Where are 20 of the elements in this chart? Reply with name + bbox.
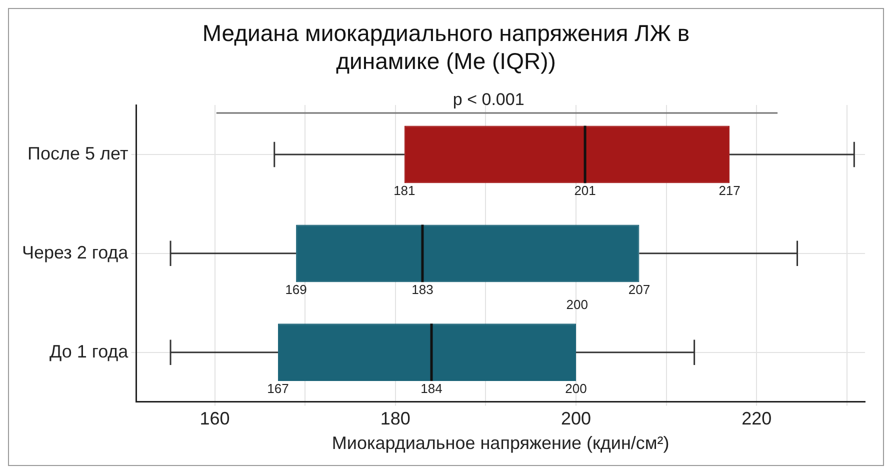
annotation: 184 <box>420 381 442 396</box>
annotation: 217 <box>718 183 740 198</box>
annotation: 207 <box>628 282 650 298</box>
annotation: 201 <box>574 183 596 198</box>
y-tick-label: До 1 года <box>49 341 130 362</box>
annotation: 167 <box>267 381 289 396</box>
x-tick-label: 180 <box>380 408 410 429</box>
annotation: 169 <box>285 282 307 298</box>
annotation: 200 <box>565 381 587 396</box>
x-tick-label: 160 <box>200 408 230 429</box>
x-tick-label: 220 <box>742 408 772 429</box>
x-axis-title: Миокардиальное напряжение (кдин/см²) <box>332 433 670 454</box>
chart-title: Медиана миокардиального напряжения ЛЖ в динамике (Me (IQR)) <box>201 19 691 75</box>
y-tick-label: Через 2 года <box>22 242 130 262</box>
annotation: 200 <box>566 296 588 312</box>
annotation: p < 0.001 <box>452 90 524 110</box>
x-tick-label: 200 <box>560 408 592 429</box>
y-tick-label: После 5 лет <box>28 143 128 164</box>
annotation: 181 <box>394 183 416 198</box>
annotation: 183 <box>412 282 434 298</box>
